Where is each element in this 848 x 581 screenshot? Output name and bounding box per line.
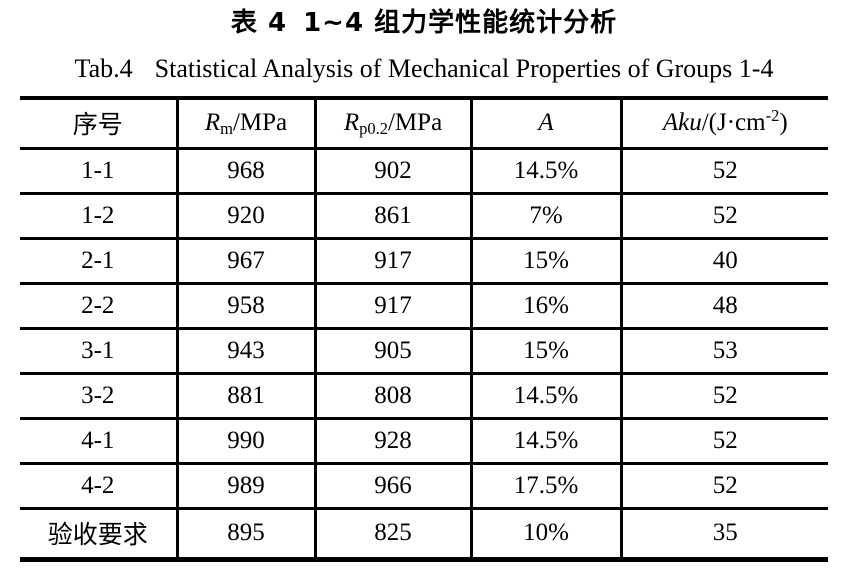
- table-cell: 943: [175, 328, 315, 375]
- table-cell: 967: [175, 238, 315, 285]
- table-row: 2-1 967 917 15% 40: [20, 238, 828, 285]
- header-unit: /MPa: [232, 109, 288, 137]
- header-unit: /MPa: [387, 109, 443, 137]
- table-row: 1-2 920 861 7% 52: [20, 193, 828, 240]
- table-caption-en-text: Statistical Analysis of Mechanical Prope…: [154, 53, 774, 83]
- table-cell: 905: [313, 328, 471, 375]
- table-cell: 16%: [469, 283, 621, 330]
- table-cell: 15%: [469, 238, 621, 285]
- table-cell: 881: [175, 373, 315, 420]
- table-cell: 917: [313, 238, 471, 285]
- table-cell: 902: [313, 148, 471, 195]
- mechanical-properties-table: 序号 Rm/MPa Rp0.2/MPa A Aku/(J·cm-2) 1-1 9…: [20, 96, 828, 562]
- table-cell: 861: [313, 193, 471, 240]
- header-symbol: A: [538, 109, 554, 137]
- table-row: 2-2 958 917 16% 48: [20, 283, 828, 330]
- table-cell: 2-1: [20, 238, 177, 285]
- header-superscript: -2: [765, 106, 780, 126]
- header-unit: /(J·cm: [701, 109, 766, 137]
- table-cell: 35: [619, 508, 828, 561]
- table-cell: 52: [619, 418, 828, 465]
- table-cell: 52: [619, 193, 828, 240]
- table-cell: 4-2: [20, 463, 177, 510]
- table-cell: 3-2: [20, 373, 177, 420]
- table-cell: 40: [619, 238, 828, 285]
- table-row: 3-1 943 905 15% 53: [20, 328, 828, 375]
- table-caption-chinese: 表 4 1~4 组力学性能统计分析: [0, 0, 848, 40]
- column-header-sample-id: 序号: [20, 98, 177, 150]
- table-cell: 2-2: [20, 283, 177, 330]
- table-caption-english: Tab.4 Statistical Analysis of Mechanical …: [0, 53, 848, 86]
- table-number-en: Tab.4: [74, 53, 133, 83]
- table-row: 1-1 968 902 14.5% 52: [20, 148, 828, 195]
- column-header-elongation: A: [469, 98, 621, 150]
- table-cell: 4-1: [20, 418, 177, 465]
- table-cell: 958: [175, 283, 315, 330]
- table-cell: 14.5%: [469, 373, 621, 420]
- table-cell: 1-2: [20, 193, 177, 240]
- table-cell: 928: [313, 418, 471, 465]
- table-cell: 7%: [469, 193, 621, 240]
- table-row: 4-2 989 966 17.5% 52: [20, 463, 828, 510]
- table-cell: 15%: [469, 328, 621, 375]
- header-subscript: p0.2: [359, 119, 388, 139]
- column-header-rp02: Rp0.2/MPa: [313, 98, 471, 150]
- header-symbol: R: [204, 109, 221, 137]
- table-cell: 14.5%: [469, 418, 621, 465]
- column-header-aku: Aku/(J·cm-2): [619, 98, 828, 150]
- table-cell: 17.5%: [469, 463, 621, 510]
- table-cell: 3-1: [20, 328, 177, 375]
- table-row: 4-1 990 928 14.5% 52: [20, 418, 828, 465]
- column-header-rm: Rm/MPa: [175, 98, 315, 150]
- table-cell: 808: [313, 373, 471, 420]
- table-cell: 966: [313, 463, 471, 510]
- table-row-acceptance-requirement: 验收要求 895 825 10% 35: [20, 508, 828, 561]
- table-cell: 895: [175, 508, 315, 561]
- table-header-row: 序号 Rm/MPa Rp0.2/MPa A Aku/(J·cm-2): [20, 98, 828, 150]
- table-number-cn: 表 4: [230, 8, 288, 38]
- table-cell: 917: [313, 283, 471, 330]
- table-cell: 10%: [469, 508, 621, 561]
- header-symbol: R: [343, 109, 360, 137]
- table-cell: 52: [619, 463, 828, 510]
- table-row: 3-2 881 808 14.5% 52: [20, 373, 828, 420]
- table-cell: 48: [619, 283, 828, 330]
- table-cell: 52: [619, 148, 828, 195]
- table-cell: 验收要求: [20, 508, 177, 561]
- header-symbol: Aku: [662, 109, 702, 137]
- table-cell: 825: [313, 508, 471, 561]
- table-cell: 990: [175, 418, 315, 465]
- header-label: 序号: [72, 112, 123, 140]
- table-cell: 1-1: [20, 148, 177, 195]
- table-cell: 968: [175, 148, 315, 195]
- header-subscript: m: [220, 119, 233, 139]
- table-cell: 14.5%: [469, 148, 621, 195]
- table-cell: 920: [175, 193, 315, 240]
- header-unit: ): [779, 109, 788, 137]
- table-cell: 989: [175, 463, 315, 510]
- table-caption-cn-text: 1~4 组力学性能统计分析: [303, 8, 618, 38]
- table-cell: 52: [619, 373, 828, 420]
- table-cell: 53: [619, 328, 828, 375]
